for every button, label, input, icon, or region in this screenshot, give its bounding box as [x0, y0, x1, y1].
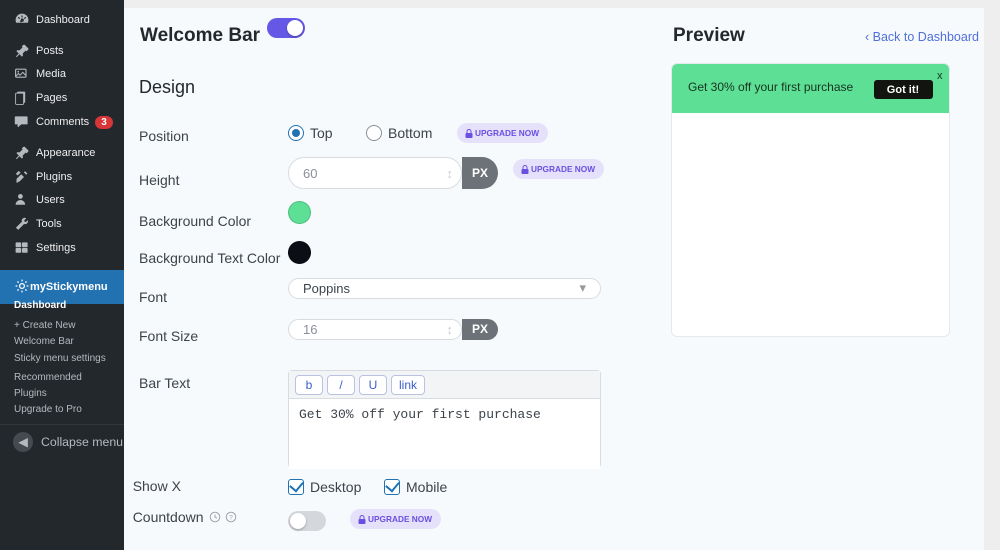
- svg-text:?: ?: [229, 515, 233, 522]
